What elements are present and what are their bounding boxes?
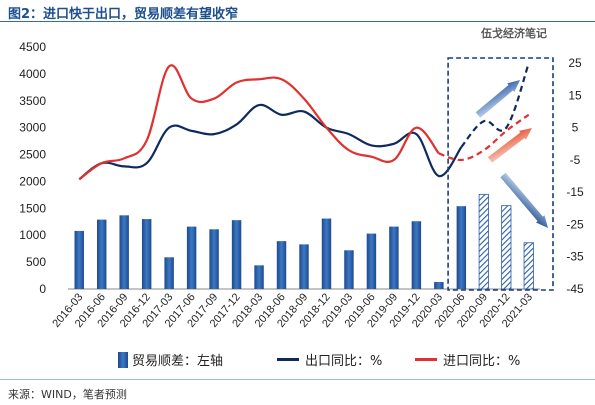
forecast-box xyxy=(447,57,554,291)
y-right-tick-label: 25 xyxy=(568,56,582,70)
up-arrow-import-shape xyxy=(487,128,532,163)
legend-bar: 贸易顺差：左轴 xyxy=(118,350,223,369)
bar-forecast xyxy=(478,193,489,290)
bar xyxy=(74,230,84,289)
y-left-tick-label: 1000 xyxy=(19,228,46,242)
y-right-tick-label: -5 xyxy=(570,153,581,167)
legend-export-label: 出口同比：% xyxy=(305,354,383,369)
y-left-tick-label: 0 xyxy=(39,282,46,296)
y-right-tick-label: -25 xyxy=(566,217,584,231)
export-line xyxy=(78,103,463,181)
y-left-tick-label: 1500 xyxy=(19,201,46,215)
y-left-tick-label: 3000 xyxy=(19,121,46,135)
y-left-tick-label: 2500 xyxy=(19,148,46,162)
down-arrow-surplus-shape xyxy=(500,172,548,228)
source-note: 来源：WIND，笔者预测 xyxy=(8,388,127,401)
legend-import-label: 进口同比：% xyxy=(443,354,521,369)
bar xyxy=(141,219,152,289)
y-right-tick-label: -35 xyxy=(566,250,584,264)
legend-bar-label: 贸易顺差：左轴 xyxy=(132,354,224,369)
bar xyxy=(321,218,332,289)
y-right-tick-label: -15 xyxy=(566,185,584,199)
bar xyxy=(434,282,444,289)
bar-forecast xyxy=(501,205,512,290)
y-right-tick-label: 5 xyxy=(572,121,579,135)
bar xyxy=(299,244,309,289)
bar xyxy=(231,220,242,289)
footer-rule xyxy=(0,379,595,380)
y-left-tick-label: 3500 xyxy=(19,94,46,108)
legend-bar-swatch xyxy=(118,351,128,368)
y-left-tick-label: 4500 xyxy=(19,40,46,54)
title-rule xyxy=(0,21,595,22)
legend-import: 进口同比：% xyxy=(415,350,520,369)
up-arrow-export-shape xyxy=(475,79,521,118)
bar xyxy=(344,250,354,289)
bar xyxy=(411,221,422,289)
import-line xyxy=(78,64,440,181)
legend-import-swatch xyxy=(415,358,437,361)
bar xyxy=(389,226,399,289)
bar xyxy=(164,257,174,289)
up-arrow-import xyxy=(487,128,532,163)
bar xyxy=(186,226,197,289)
bar xyxy=(276,241,287,289)
y-left-tick-label: 4000 xyxy=(19,67,46,81)
bar xyxy=(119,215,129,289)
bar xyxy=(456,206,467,289)
legend-export-swatch xyxy=(277,358,299,361)
y-left-tick-label: 2000 xyxy=(19,174,46,188)
y-left-tick-label: 500 xyxy=(26,255,46,269)
watermark-text: 伍戈经济笔记 xyxy=(481,27,547,40)
down-arrow-surplus xyxy=(500,172,548,228)
bar-forecast xyxy=(523,242,534,290)
chart-title: 图2：进口快于出口，贸易顺差有望收窄 xyxy=(8,7,239,22)
bar xyxy=(366,233,377,289)
up-arrow-export xyxy=(475,79,521,118)
legend-export: 出口同比：% xyxy=(277,350,382,369)
y-right-tick-label: 15 xyxy=(568,88,582,102)
y-right-tick-label: -45 xyxy=(566,282,584,296)
bar xyxy=(209,229,219,289)
bar xyxy=(96,219,107,289)
bar xyxy=(254,265,264,289)
